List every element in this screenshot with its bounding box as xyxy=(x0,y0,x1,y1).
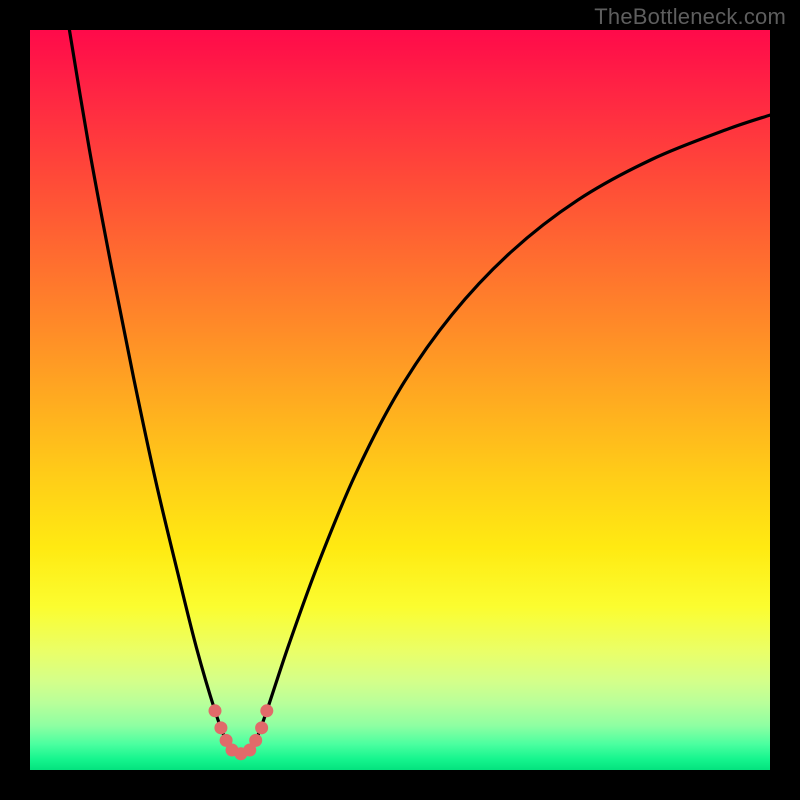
marker-dot xyxy=(255,721,268,734)
marker-dot xyxy=(260,704,273,717)
chart-svg xyxy=(30,30,770,770)
watermark-text: TheBottleneck.com xyxy=(594,4,786,30)
bottleneck-curve xyxy=(67,30,770,755)
marker-dot xyxy=(249,734,262,747)
chart-frame xyxy=(30,30,770,770)
marker-dot xyxy=(214,721,227,734)
marker-dot xyxy=(209,704,222,717)
marker-group xyxy=(209,704,274,760)
